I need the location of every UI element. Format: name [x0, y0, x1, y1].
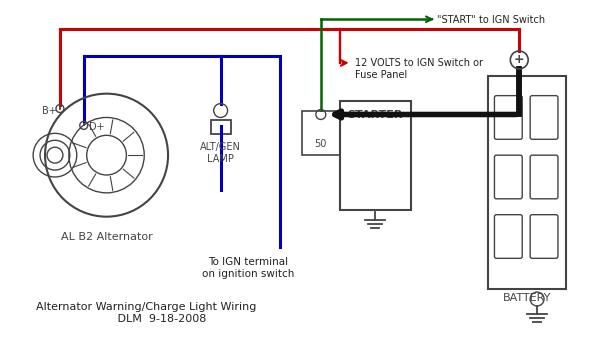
Text: 12 VOLTS to IGN Switch or
Fuse Panel: 12 VOLTS to IGN Switch or Fuse Panel — [355, 58, 482, 79]
Text: To IGN terminal
on ignition switch: To IGN terminal on ignition switch — [202, 257, 295, 279]
Bar — [340, 100, 411, 210]
Text: STARTER: STARTER — [348, 111, 403, 120]
Text: B+: B+ — [42, 105, 57, 116]
Text: +: + — [514, 54, 524, 66]
Text: "START" to IGN Switch: "START" to IGN Switch — [437, 15, 545, 25]
Bar — [302, 111, 340, 155]
Text: ALT/GEN
LAMP: ALT/GEN LAMP — [200, 142, 241, 164]
Text: BATTERY: BATTERY — [503, 293, 551, 303]
Text: AL B2 Alternator: AL B2 Alternator — [61, 232, 152, 242]
Bar — [488, 76, 566, 289]
Bar — [211, 120, 230, 134]
Text: Alternator Warning/Charge Light Wiring
         DLM  9-18-2008: Alternator Warning/Charge Light Wiring D… — [36, 302, 256, 324]
Text: D+: D+ — [89, 122, 104, 132]
Text: 50: 50 — [314, 139, 327, 149]
